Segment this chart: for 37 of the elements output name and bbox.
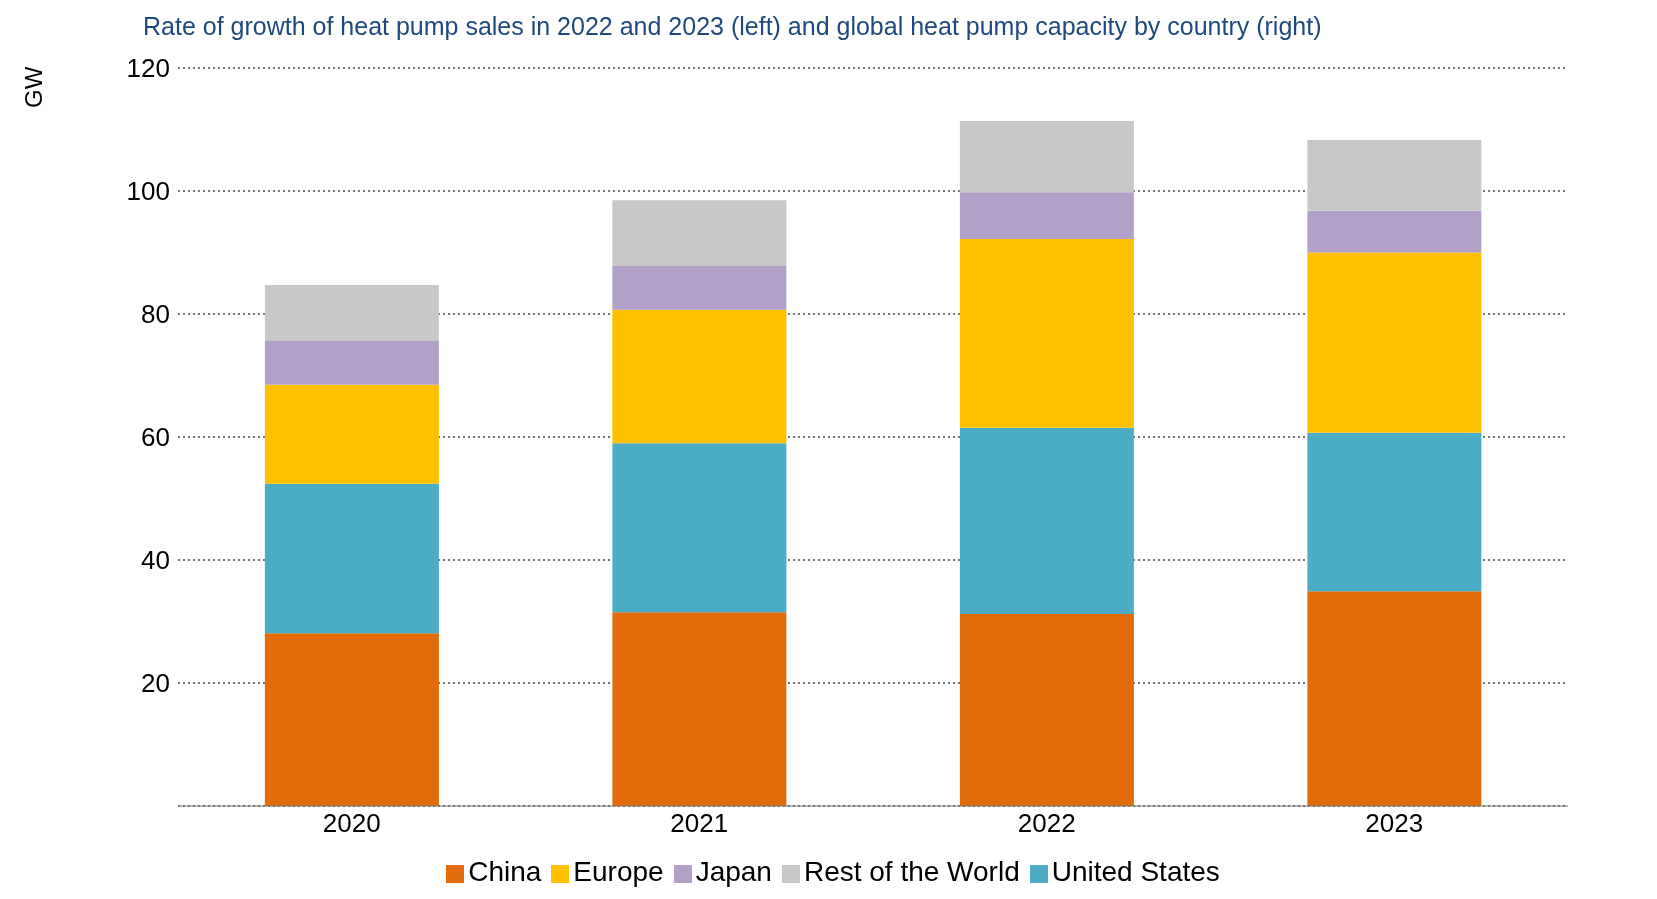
bar [264,384,439,484]
bar [264,285,439,342]
y-tick-label: 120 [126,53,170,84]
y-tick-label: 80 [141,299,170,330]
bar [612,266,787,310]
bar [612,200,787,267]
chart-title: Rate of growth of heat pump sales in 2022 and 2023 (left) and global heat pump capacity by country (right) [143,12,1322,41]
bar [612,612,787,806]
y-tick-label: 60 [141,422,170,453]
legend-label: Rest of the World [803,856,1020,887]
x-tick-label: 2020 [322,808,381,839]
bar [264,633,439,806]
bar [1307,432,1482,592]
bar [1307,591,1482,806]
bar [959,192,1134,239]
bar [1307,139,1482,211]
x-tick-label: 2023 [1365,808,1424,839]
bar [612,443,787,613]
y-tick-label: 20 [141,668,170,699]
legend-label: China [468,856,542,887]
bar [959,427,1134,615]
legend-label: Europe [573,856,664,887]
bar [612,309,787,444]
bar [959,238,1134,428]
y-tick-label: 40 [141,545,170,576]
bar [1307,252,1482,433]
x-tick-label: 2022 [1017,808,1076,839]
y-axis-title: GW [20,66,48,108]
bar [264,483,439,634]
bar [959,614,1134,806]
legend-label: Japan [695,856,772,887]
y-tick-label: 100 [126,176,170,207]
bar [264,341,439,385]
bar [1307,210,1482,253]
bar [959,120,1134,193]
x-tick-label: 2021 [670,808,729,839]
legend-label: United States [1051,856,1220,887]
